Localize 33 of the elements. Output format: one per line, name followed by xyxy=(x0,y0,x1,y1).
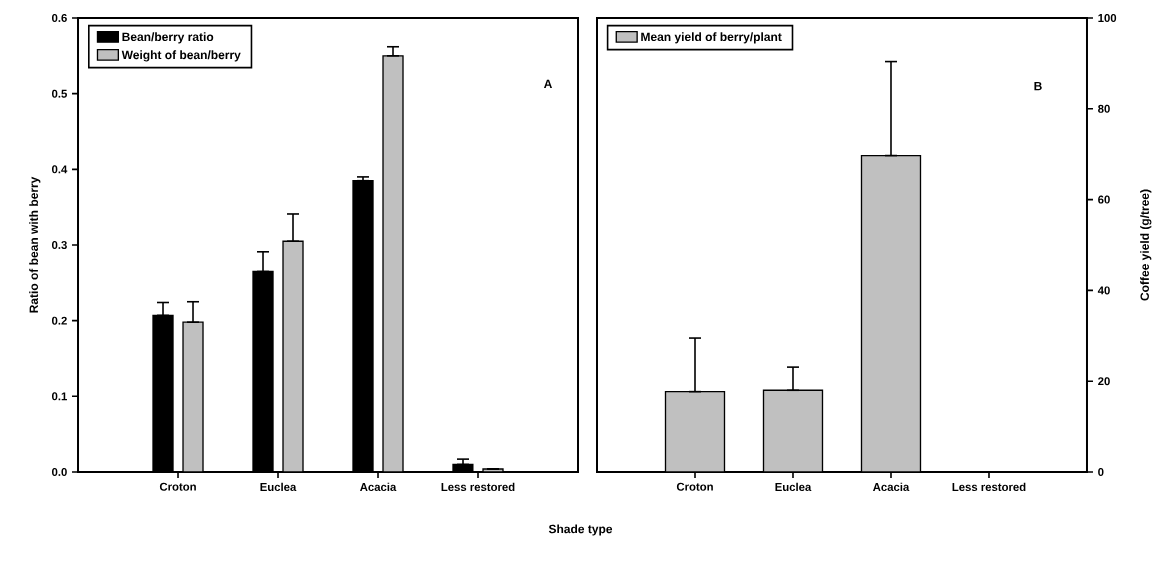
bar xyxy=(762,389,824,472)
annotation: A xyxy=(543,79,553,88)
bar xyxy=(382,55,404,472)
y-tick-label: 80 xyxy=(1098,104,1110,113)
x-tick-label: Euclea xyxy=(775,482,812,492)
y-axis-title: Ratio of bean with berry xyxy=(29,176,41,313)
y-tick-label: 0.5 xyxy=(51,89,67,98)
x-tick-label: Croton xyxy=(159,482,196,491)
x-tick-label: Less restored xyxy=(441,482,515,492)
y-tick-label: 0 xyxy=(1098,467,1104,476)
legend-label: Mean yield of berry/plant xyxy=(641,32,782,44)
y-tick-label: 0.0 xyxy=(51,467,67,476)
x-tick-label: Croton xyxy=(676,482,713,491)
x-tick-label: Acacia xyxy=(872,482,910,492)
legend-label: Weight of bean/berry xyxy=(121,50,241,62)
bar xyxy=(665,391,725,472)
y-tick-label: 0.4 xyxy=(51,165,68,174)
x-tick-label: Euclea xyxy=(260,482,297,492)
y-tick-label: 40 xyxy=(1097,286,1110,295)
y-tick-label: 0.1 xyxy=(51,392,67,401)
annotation: B xyxy=(1034,81,1042,91)
y-tick-label: 20 xyxy=(1098,377,1110,386)
y-tick-label: 60 xyxy=(1098,195,1110,204)
x-tick-label: Acacia xyxy=(360,482,397,492)
bar xyxy=(860,154,922,472)
y-tick-label: 100 xyxy=(1098,13,1117,22)
x-tick-label: Less restored xyxy=(952,482,1026,492)
y-axis-title: Coffee yield (g/tree) xyxy=(1140,189,1152,301)
y-tick-label: 0.3 xyxy=(51,240,67,250)
y-tick-label: 0.2 xyxy=(51,316,67,325)
legend-label: Bean/berry ratio xyxy=(122,32,214,44)
x-axis-title: Shade type xyxy=(548,524,613,536)
y-tick-label: 0.6 xyxy=(51,14,67,23)
